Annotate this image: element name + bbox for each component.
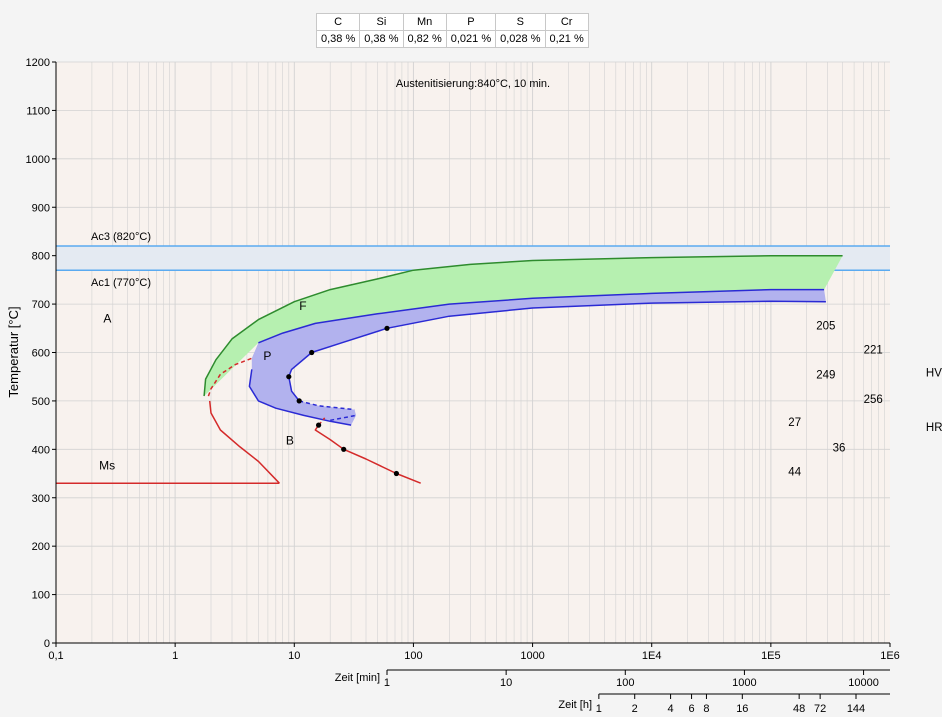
composition-table: C Si Mn P S Cr 0,38 % 0,38 % 0,82 % 0,02…: [315, 13, 589, 48]
y-tick-label: 500: [32, 396, 50, 408]
y-tick-label: 100: [32, 590, 50, 602]
curve-marker: [309, 349, 315, 356]
min-tick-label: 1: [384, 677, 390, 689]
hour-tick-label: 1: [596, 703, 602, 715]
hardness-label: 36: [833, 442, 846, 454]
hardness-label: HV: [926, 368, 942, 380]
ac1-label: Ac1 (770°C): [91, 277, 151, 289]
x-tick-label: 100: [404, 650, 422, 662]
chart-labels: Austenitisierung:840°C, 10 min. Temperat…: [6, 78, 592, 711]
hour-tick-label: 6: [688, 703, 694, 715]
y-tick-label: 400: [32, 444, 50, 456]
hardness-label: 249: [816, 370, 835, 382]
hardness-label: 221: [864, 345, 883, 357]
y-tick-label: 0: [44, 638, 50, 650]
element-value-cr: 0,21 %: [544, 30, 589, 48]
pearlite-start-curve: [258, 288, 825, 344]
curve-marker: [341, 446, 347, 452]
hour-tick-label: 2: [632, 703, 638, 715]
hardness-label: 205: [816, 320, 835, 332]
hour-tick-label: 4: [668, 703, 674, 715]
element-value-si: 0,38 %: [359, 30, 404, 48]
ferrite-region: [204, 255, 843, 397]
bainite-start-curve: [208, 400, 280, 484]
x-tick-label: 1E5: [761, 650, 781, 662]
min-tick-label: 10000: [848, 677, 879, 689]
y-tick-label: 300: [32, 493, 50, 505]
hardness-label: HRC: [926, 422, 942, 434]
y-tick-label: 1000: [26, 154, 50, 166]
min-tick-label: 100: [616, 677, 634, 689]
x-tick-label: 1: [172, 650, 178, 662]
y-tick-label: 1100: [26, 105, 50, 117]
chart-title: Austenitisierung:840°C, 10 min.: [396, 78, 550, 90]
hour-axis-label: Zeit [h]: [558, 699, 592, 711]
x-tick-label: 0,1: [48, 650, 63, 662]
y-tick-label: 700: [32, 299, 50, 311]
element-value-p: 0,021 %: [445, 30, 497, 48]
x-tick-label: 1E6: [880, 650, 900, 662]
curve-marker: [316, 422, 322, 428]
min-tick-label: 10: [500, 677, 512, 689]
composition-header-row: C Si Mn P S Cr: [315, 13, 589, 31]
curve-markers: [286, 325, 399, 477]
grid: [56, 61, 890, 643]
region-label: Ms: [99, 459, 115, 473]
hardness-label: 256: [864, 394, 883, 406]
hour-tick-label: 72: [814, 703, 826, 715]
pearlite-region: [249, 289, 826, 426]
hour-tick-label: 144: [847, 703, 865, 715]
element-value-mn: 0,82 %: [402, 30, 447, 48]
region-label: A: [103, 312, 111, 326]
curve-marker: [384, 325, 390, 331]
element-value-s: 0,028 %: [495, 30, 546, 48]
x-tick-label: 10: [288, 650, 300, 662]
curve-marker: [286, 374, 292, 380]
region-label: F: [299, 299, 306, 313]
curve-marker: [296, 398, 302, 404]
pearlite-start-lower-curve: [248, 369, 352, 426]
element-value-c: 0,38 %: [315, 30, 361, 48]
composition-value-row: 0,38 % 0,38 % 0,82 % 0,021 % 0,028 % 0,2…: [315, 30, 589, 48]
y-tick-label: 1200: [26, 57, 50, 69]
curve-marker: [393, 470, 399, 477]
y-tick-label: 200: [32, 541, 50, 553]
ferrite-start-curve: [203, 254, 843, 397]
element-header-s: S: [495, 13, 546, 31]
y-tick-label: 900: [32, 202, 50, 214]
x-tick-label: 1E4: [642, 650, 662, 662]
y-axis-label: Temperatur [°C]: [6, 306, 21, 397]
min-tick-label: 1000: [732, 677, 756, 689]
x-tick-label: 1000: [520, 650, 544, 662]
hour-tick-label: 48: [793, 703, 805, 715]
ac3-label: Ac3 (820°C): [91, 231, 151, 243]
y-tick-label: 800: [32, 251, 50, 263]
hour-tick-label: 16: [736, 703, 748, 715]
region-label: P: [263, 349, 271, 363]
hardness-label: 44: [788, 467, 801, 479]
axes: 0100200300400500600700800900100011001200…: [26, 57, 900, 715]
min-axis-label: Zeit [min]: [335, 672, 380, 684]
phase-regions: [204, 255, 843, 426]
hour-tick-label: 8: [703, 703, 709, 715]
annotation-labels: A F P B Ms 205 221 249 256 27 36 44 HV HRC: [99, 299, 942, 479]
hardness-label: 27: [788, 417, 801, 429]
y-tick-label: 600: [32, 348, 50, 360]
pearlite-start-dashed-curve: [330, 414, 357, 422]
pearlite-finish-dashed-curve: [299, 400, 355, 411]
region-label: B: [286, 434, 294, 448]
